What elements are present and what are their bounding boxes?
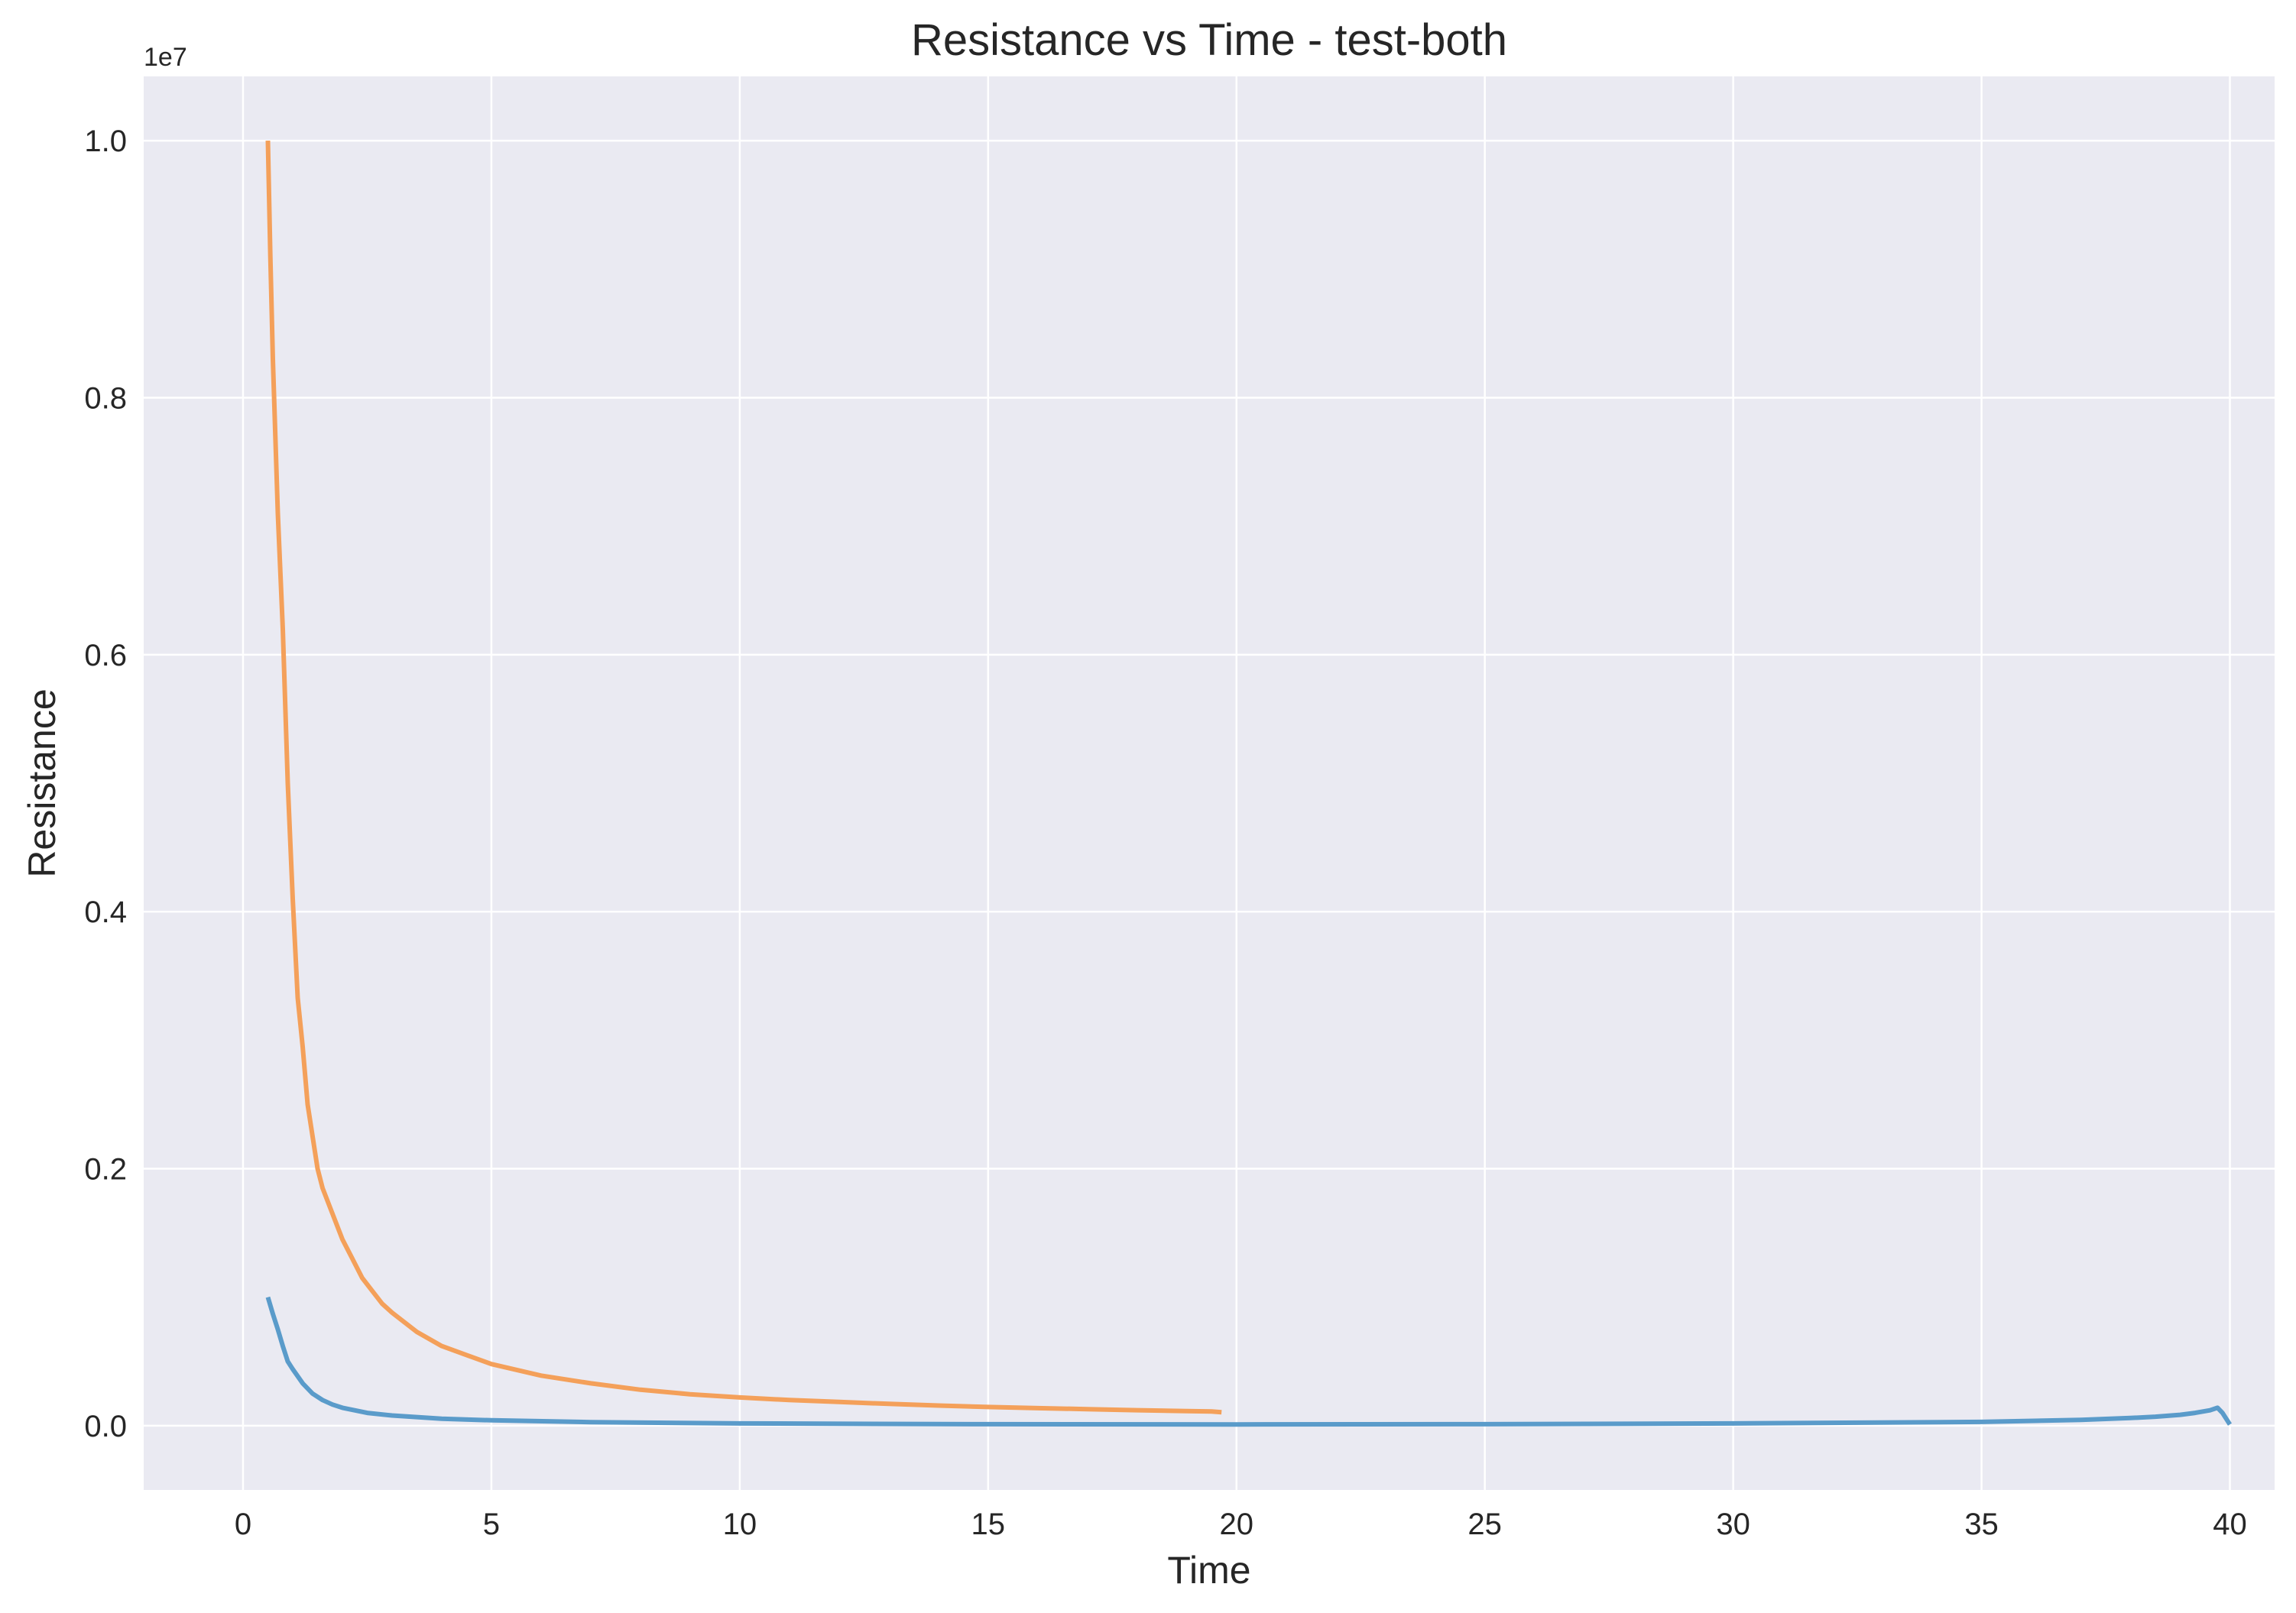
x-axis-label: Time bbox=[1167, 1549, 1250, 1592]
y-tick-label: 0.4 bbox=[84, 896, 127, 929]
x-tick-label: 40 bbox=[2213, 1508, 2247, 1541]
x-tick-label: 0 bbox=[235, 1508, 251, 1541]
y-tick-label: 0.0 bbox=[84, 1410, 127, 1443]
y-tick-label: 0.6 bbox=[84, 639, 127, 672]
x-tick-label: 10 bbox=[723, 1508, 757, 1541]
x-tick-label: 35 bbox=[1964, 1508, 1999, 1541]
y-offset-label: 1e7 bbox=[144, 43, 187, 72]
y-tick-label: 0.8 bbox=[84, 381, 127, 415]
x-tick-label: 25 bbox=[1467, 1508, 1502, 1541]
y-tick-label: 1.0 bbox=[84, 125, 127, 158]
plot-area bbox=[144, 76, 2275, 1490]
chart-title: Resistance vs Time - test-both bbox=[911, 15, 1507, 65]
x-tick-label: 5 bbox=[483, 1508, 500, 1541]
x-tick-labels: 0 5 10 15 20 25 30 35 40 bbox=[235, 1508, 2247, 1541]
x-tick-label: 15 bbox=[971, 1508, 1006, 1541]
y-tick-labels: 0.0 0.2 0.4 0.6 0.8 1.0 bbox=[84, 125, 127, 1443]
y-tick-label: 0.2 bbox=[84, 1153, 127, 1187]
series-line-1 bbox=[265, 141, 1222, 1415]
series-line-2 bbox=[265, 1296, 2233, 1427]
x-tick-label: 20 bbox=[1219, 1508, 1253, 1541]
y-axis-label: Resistance bbox=[21, 688, 63, 877]
x-tick-label: 30 bbox=[1716, 1508, 1750, 1541]
series-lines bbox=[265, 141, 2233, 1427]
